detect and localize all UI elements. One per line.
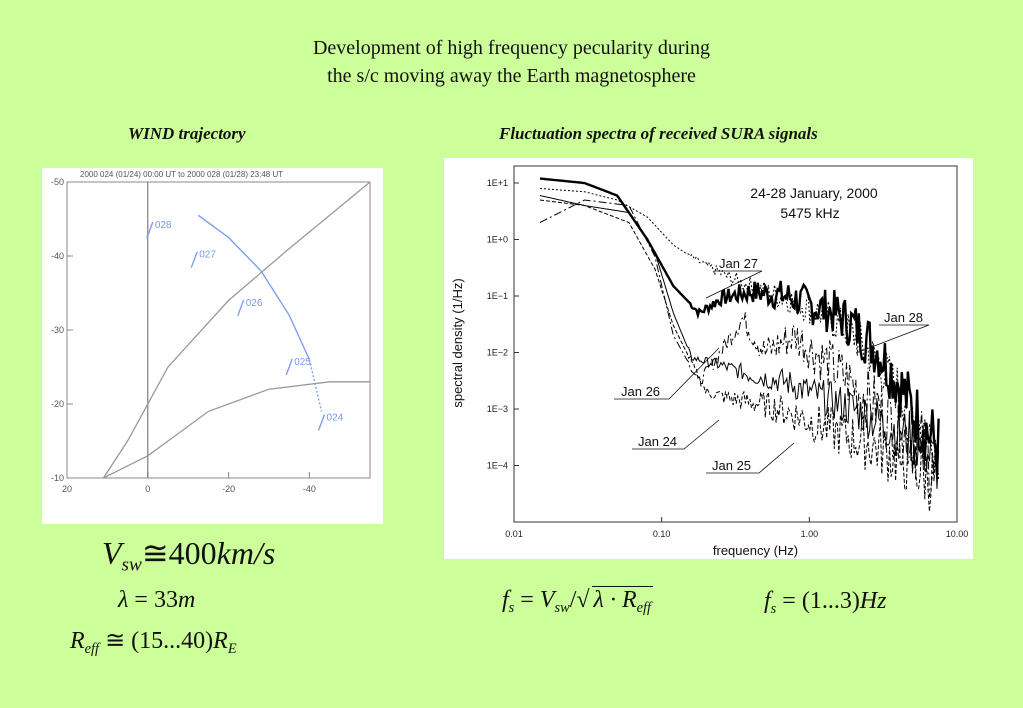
solar-wind-speed-formula: Vsw≅400km/s (102, 534, 275, 577)
series-label: Jan 25 (712, 458, 751, 473)
day-marker (146, 221, 154, 239)
wavelength-formula: λ = 33m (118, 587, 195, 614)
y-tick-label: -50 (51, 177, 64, 187)
vsw-value: 400 (168, 535, 217, 571)
spectra-panel: 1E+1 1E+0 1E−1 1E−2 1E−3 1E−4 0.01 0.10 1.00 10.0… (444, 158, 973, 559)
plot-frame (513, 165, 958, 523)
x-tick-label: 0 (145, 484, 150, 494)
spectra-chart: 1E+1 1E+0 1E−1 1E−2 1E−3 1E−4 0.01 0.10 1.00 10.0… (450, 165, 969, 558)
y-tick-label: -30 (51, 325, 64, 335)
day-marker-label: 027 (199, 250, 216, 261)
fs1-r-subscript: eff (636, 600, 652, 617)
chart-annotation: 24-28 January, 2000 (750, 185, 878, 201)
reff-value: (15...40) (131, 628, 214, 654)
lambda-value: 33 (153, 587, 178, 613)
series-leader-line (706, 442, 795, 474)
sqrt-radicand: λ · Reff (591, 586, 654, 617)
day-marker (237, 299, 245, 317)
day-marker-label: 025 (294, 357, 311, 368)
series-label: Jan 26 (621, 384, 660, 399)
fs1-divide: / (569, 587, 577, 613)
fs2-value: (1...3) (801, 588, 860, 614)
title-line-1: Development of high frequency pecularity… (312, 37, 711, 59)
y-tick-label: 1E−4 (487, 461, 508, 471)
fs1-v: V (539, 587, 555, 613)
chart-annotation: 5475 kHz (780, 205, 839, 221)
lambda-relation: = (128, 587, 154, 613)
x-tick-label: 10.00 (946, 529, 969, 539)
page-title: Development of high frequency pecularity… (0, 34, 1023, 90)
sqrt-sign: √ (576, 587, 590, 613)
series-label: Jan 28 (884, 310, 923, 325)
trajectory-curve (197, 214, 310, 360)
y-tick-label: -10 (51, 473, 64, 483)
y-tick-label: -40 (51, 251, 64, 261)
fs1-equals: = (514, 587, 540, 613)
day-marker-label: 026 (246, 298, 263, 309)
reff-subscript: eff (84, 641, 100, 658)
fs1-lhs-subscript: s (508, 600, 515, 617)
day-marker-label: 028 (155, 220, 172, 231)
reff-unit: R (213, 628, 228, 654)
boundary-curve-2 (103, 381, 370, 479)
reff-symbol: R (70, 628, 85, 654)
lambda-symbol: λ (118, 587, 129, 613)
effective-radius-formula: Reff ≅ (15...40)RE (70, 626, 237, 658)
series-label: Jan 27 (719, 256, 758, 271)
fs2-lhs: f (764, 588, 771, 614)
x-tick-label: -40 (303, 484, 316, 494)
fs1-r: R (621, 587, 637, 613)
frequency-formula: fs = Vsw/√ λ · Reff (502, 586, 654, 617)
series-line-jan-26 (539, 199, 940, 498)
fs1-lhs: f (502, 587, 509, 613)
y-tick-label: 1E−3 (487, 404, 508, 414)
day-marker-label: 024 (327, 413, 344, 424)
x-tick-label: 0.10 (653, 529, 671, 539)
plot-header: 2000 024 (01/24) 00:00 UT to 2000 028 (0… (80, 170, 283, 179)
series-leader-line (705, 270, 763, 299)
fs1-lambda: λ · (593, 587, 622, 613)
frequency-range-formula: fs = (1...3)Hz (764, 588, 886, 618)
y-tick-label: 1E+1 (487, 178, 508, 188)
plot-frame (66, 181, 371, 479)
spectra-subtitle: Fluctuation spectra of received SURA sig… (499, 124, 818, 143)
vsw-symbol: V (102, 535, 122, 571)
fs2-unit: Hz (859, 588, 887, 614)
wind-trajectory-subtitle: WIND trajectory (128, 124, 246, 143)
reff-unit-subscript: E (227, 641, 237, 658)
y-tick-label: 1E−2 (487, 348, 508, 358)
day-marker (285, 358, 293, 376)
y-tick-label: -20 (51, 399, 64, 409)
day-marker (190, 251, 198, 268)
x-tick-label: 0.01 (505, 529, 523, 539)
series-label: Jan 24 (638, 434, 677, 449)
x-tick-label: 20 (62, 484, 72, 494)
lambda-unit: m (177, 587, 196, 613)
series-leader-line (614, 347, 720, 400)
x-tick-label: -20 (222, 484, 235, 494)
vsw-subscript: sw (121, 554, 142, 576)
vsw-relation: ≅ (141, 535, 169, 571)
y-tick-label: 1E+0 (487, 235, 508, 245)
wind-trajectory-chart: 2000 024 (01/24) 00:00 UT to 2000 028 (0… (51, 170, 371, 494)
y-axis-label: spectral density (1/Hz) (450, 278, 465, 407)
fs2-lhs-subscript: s (770, 601, 777, 618)
fs1-v-subscript: sw (554, 600, 570, 617)
series-line-jan-24 (539, 195, 940, 489)
day-marker (317, 414, 326, 431)
series-leader-line (855, 324, 930, 354)
y-tick-label: 1E−1 (487, 291, 508, 301)
title-line-2: the s/c moving away the Earth magnetosph… (327, 65, 696, 87)
wind-trajectory-panel: 2000 024 (01/24) 00:00 UT to 2000 028 (0… (42, 168, 383, 524)
series-line-jan-25 (539, 199, 940, 512)
x-tick-label: 1.00 (801, 529, 819, 539)
x-axis-label: frequency (Hz) (713, 543, 798, 558)
vsw-unit: km/s (216, 535, 276, 571)
reff-relation: ≅ (99, 628, 132, 654)
series-leader-line (632, 419, 720, 450)
boundary-curve-1 (102, 181, 371, 479)
fs2-equals: = (776, 588, 802, 614)
trajectory-dashed-curve (308, 359, 323, 412)
